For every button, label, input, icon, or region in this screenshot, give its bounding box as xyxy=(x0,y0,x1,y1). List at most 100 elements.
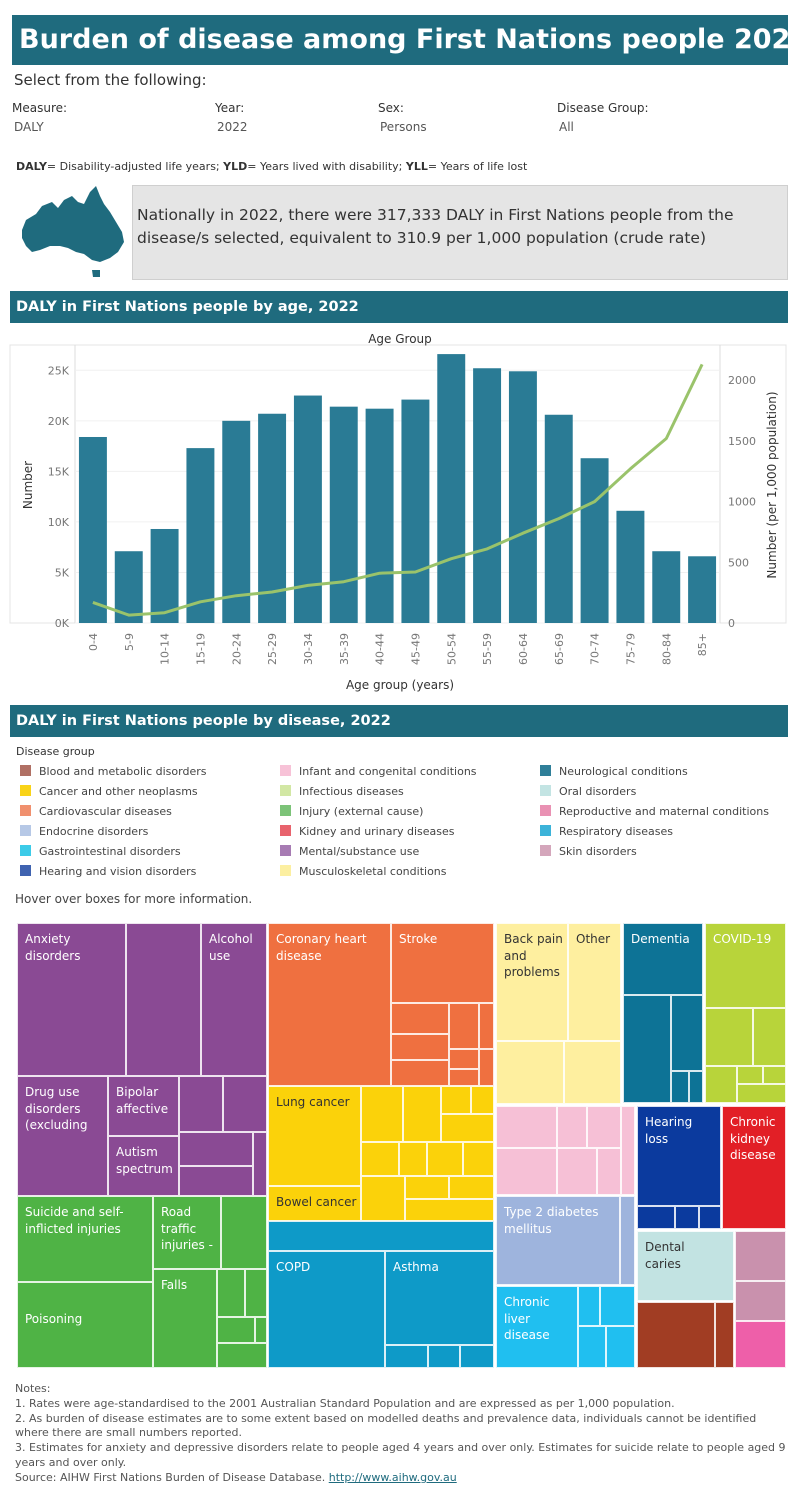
treemap-covid19[interactable]: COVID-19 xyxy=(705,923,786,1008)
treemap-copd[interactable]: COPD xyxy=(268,1251,385,1368)
treemap-respiratory-strip[interactable] xyxy=(268,1221,494,1251)
age-chart[interactable]: 0K 5K 10K 15K 20K 25K 0 500 1000 1500 2000 0-4 5-9 10… xyxy=(0,325,800,697)
treemap-blood-metabolic[interactable] xyxy=(637,1302,715,1368)
treemap-infant-box[interactable] xyxy=(557,1106,587,1148)
filter-disease-group[interactable]: Disease Group: All xyxy=(557,101,649,134)
treemap-cancer-box[interactable] xyxy=(361,1142,399,1176)
treemap-asthma[interactable]: Asthma xyxy=(385,1251,494,1345)
treemap-neuro-box[interactable] xyxy=(671,995,703,1071)
treemap-cancer-box[interactable] xyxy=(405,1176,449,1199)
treemap-cardio-box[interactable] xyxy=(391,1034,449,1060)
treemap-cancer-box[interactable] xyxy=(361,1086,403,1142)
treemap-cancer-box[interactable] xyxy=(405,1199,494,1221)
treemap-respiratory-box[interactable] xyxy=(428,1345,460,1368)
filter-sex-value[interactable]: Persons xyxy=(380,120,427,134)
treemap-infectious-box[interactable] xyxy=(737,1066,763,1084)
treemap-musculoskeletal-box[interactable] xyxy=(564,1041,621,1104)
treemap-back-pain[interactable]: Back pain and problems xyxy=(496,923,568,1041)
treemap-injury-box[interactable] xyxy=(255,1317,267,1343)
filter-measure[interactable]: Measure: DALY xyxy=(12,101,67,134)
treemap-dental-caries[interactable]: Dental caries xyxy=(637,1231,734,1301)
treemap-mental-box[interactable] xyxy=(126,923,201,1076)
treemap-hearing-box[interactable] xyxy=(637,1206,675,1229)
treemap-cardio-box[interactable] xyxy=(391,1060,449,1086)
treemap-hearing-loss[interactable]: Hearing loss xyxy=(637,1106,721,1206)
treemap-respiratory-box[interactable] xyxy=(385,1345,428,1368)
treemap-injury-box[interactable] xyxy=(217,1343,267,1368)
treemap-musculoskeletal-box[interactable] xyxy=(496,1041,564,1104)
treemap-mental-box[interactable] xyxy=(179,1076,223,1132)
treemap-infectious-box[interactable] xyxy=(705,1066,737,1103)
treemap-cancer-box[interactable] xyxy=(403,1086,441,1142)
treemap-gastro-box[interactable] xyxy=(600,1286,635,1326)
treemap-respiratory-box[interactable] xyxy=(460,1345,494,1368)
treemap-cancer-box[interactable] xyxy=(471,1086,494,1114)
treemap-anxiety-disorders[interactable]: Anxiety disorders xyxy=(17,923,126,1076)
treemap-skin-box[interactable] xyxy=(735,1231,786,1281)
treemap-chronic-kidney[interactable]: Chronic kidney disease xyxy=(722,1106,786,1229)
treemap-skin-box[interactable] xyxy=(735,1281,786,1321)
treemap-stroke[interactable]: Stroke xyxy=(391,923,494,1003)
treemap-cancer-box[interactable] xyxy=(441,1114,494,1142)
treemap-alcohol-use[interactable]: Alcohol use xyxy=(201,923,267,1076)
treemap-drug-use[interactable]: Drug use disorders (excluding xyxy=(17,1076,108,1196)
source-link[interactable]: http://www.aihw.gov.au xyxy=(328,1470,457,1484)
filter-year[interactable]: Year: 2022 xyxy=(215,101,248,134)
treemap-infant-box[interactable] xyxy=(557,1148,597,1195)
treemap-cancer-box[interactable] xyxy=(441,1086,471,1114)
treemap-injury-box[interactable] xyxy=(217,1269,245,1317)
treemap-cardio-box[interactable] xyxy=(449,1069,479,1086)
treemap-injury-box[interactable] xyxy=(217,1317,255,1343)
treemap-infant-box[interactable] xyxy=(597,1148,621,1195)
treemap-neuro-box[interactable] xyxy=(671,1071,689,1103)
treemap-infant-box[interactable] xyxy=(496,1106,557,1148)
treemap-infant-box[interactable] xyxy=(496,1148,557,1195)
treemap-cardio-box[interactable] xyxy=(391,1003,449,1034)
filter-year-value[interactable]: 2022 xyxy=(217,120,248,134)
treemap-injury-box[interactable] xyxy=(245,1269,267,1317)
treemap-mental-box[interactable] xyxy=(223,1076,267,1132)
filter-sex[interactable]: Sex: Persons xyxy=(378,101,427,134)
treemap-lung-cancer[interactable]: Lung cancer xyxy=(268,1086,361,1186)
treemap-neuro-box[interactable] xyxy=(689,1071,703,1103)
treemap-infant-box[interactable] xyxy=(587,1106,621,1148)
treemap-coronary-heart[interactable]: Coronary heart disease xyxy=(268,923,391,1086)
treemap-hearing-box[interactable] xyxy=(675,1206,699,1229)
disease-treemap[interactable]: Anxiety disorders Alcohol use Drug use d… xyxy=(17,923,786,1368)
treemap-neuro-box[interactable] xyxy=(623,995,671,1103)
treemap-injury-box[interactable] xyxy=(221,1196,267,1269)
treemap-poisoning[interactable]: Poisoning xyxy=(17,1282,153,1368)
treemap-cardio-box[interactable] xyxy=(479,1003,494,1049)
treemap-infectious-box[interactable] xyxy=(737,1084,786,1103)
treemap-mental-box[interactable] xyxy=(179,1166,253,1196)
treemap-gastro-box[interactable] xyxy=(578,1286,600,1326)
treemap-chronic-liver[interactable]: Chronic liver disease xyxy=(496,1286,578,1368)
treemap-infectious-box[interactable] xyxy=(705,1008,753,1066)
treemap-autism[interactable]: Autism spectrum xyxy=(108,1136,179,1196)
treemap-endocrine-box[interactable] xyxy=(620,1196,635,1285)
treemap-road-traffic[interactable]: Road traffic injuries - xyxy=(153,1196,221,1269)
treemap-gastro-box[interactable] xyxy=(578,1326,606,1368)
treemap-bowel-cancer[interactable]: Bowel cancer xyxy=(268,1186,361,1221)
treemap-suicide[interactable]: Suicide and self-inflicted injuries xyxy=(17,1196,153,1282)
treemap-other-musculoskeletal[interactable]: Other xyxy=(568,923,621,1041)
treemap-cancer-box[interactable] xyxy=(463,1142,494,1176)
treemap-type2-diabetes[interactable]: Type 2 diabetes mellitus xyxy=(496,1196,620,1285)
treemap-cancer-box[interactable] xyxy=(427,1142,463,1176)
treemap-infant-box[interactable] xyxy=(621,1106,635,1195)
treemap-bipolar[interactable]: Bipolar affective xyxy=(108,1076,179,1136)
filter-measure-value[interactable]: DALY xyxy=(14,120,44,134)
filter-disease-group-value[interactable]: All xyxy=(559,120,574,134)
treemap-cardio-box[interactable] xyxy=(449,1003,479,1049)
treemap-mental-box[interactable] xyxy=(179,1132,253,1166)
treemap-cancer-box[interactable] xyxy=(399,1142,427,1176)
treemap-infectious-box[interactable] xyxy=(753,1008,786,1066)
treemap-cancer-box[interactable] xyxy=(361,1176,405,1221)
treemap-blood-box[interactable] xyxy=(715,1302,734,1368)
treemap-mental-box[interactable] xyxy=(253,1132,267,1196)
treemap-cardio-box[interactable] xyxy=(479,1049,494,1086)
treemap-cardio-box[interactable] xyxy=(449,1049,479,1069)
treemap-cancer-box[interactable] xyxy=(449,1176,494,1199)
treemap-gastro-box[interactable] xyxy=(606,1326,635,1368)
treemap-reproductive-box[interactable] xyxy=(735,1321,786,1368)
